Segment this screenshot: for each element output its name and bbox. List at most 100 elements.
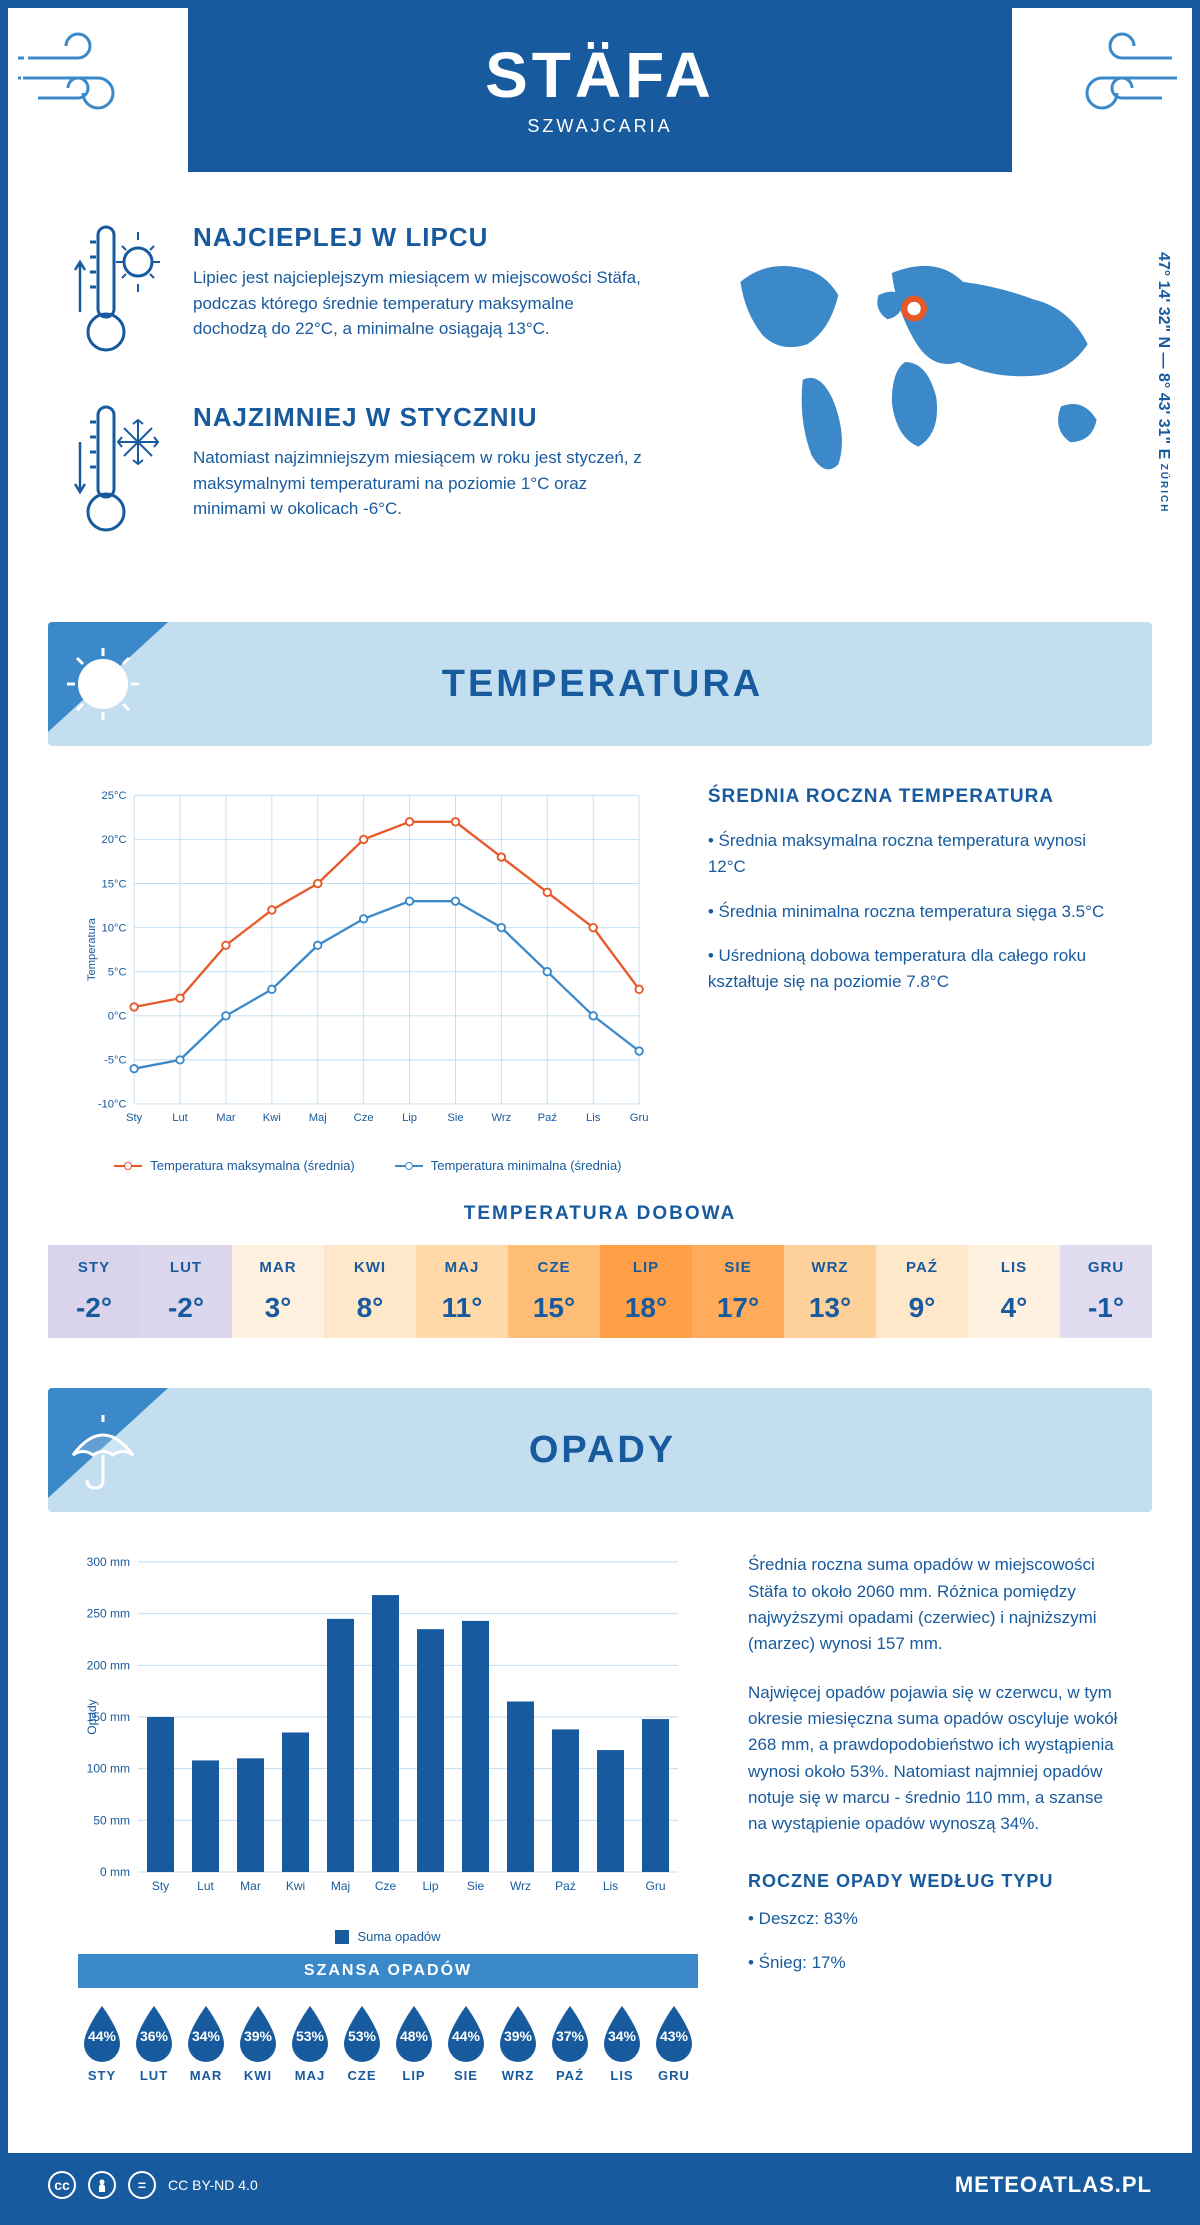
precip-para-1: Średnia roczna suma opadów w miejscowośc… bbox=[748, 1552, 1122, 1657]
chance-month: LIS bbox=[598, 2068, 646, 2083]
chance-item: 39%WRZ bbox=[494, 2004, 542, 2083]
chance-value: 39% bbox=[244, 2028, 272, 2044]
chance-value: 43% bbox=[660, 2028, 688, 2044]
daily-cell: LIP18° bbox=[600, 1245, 692, 1338]
precip-section-header: OPADY bbox=[48, 1388, 1152, 1512]
chance-value: 34% bbox=[608, 2028, 636, 2044]
daily-value: 13° bbox=[784, 1292, 876, 1324]
drop-icon: 53% bbox=[286, 2004, 334, 2062]
chance-value: 53% bbox=[348, 2028, 376, 2044]
daily-month: CZE bbox=[508, 1259, 600, 1276]
drop-icon: 43% bbox=[650, 2004, 698, 2062]
chance-month: LIP bbox=[390, 2068, 438, 2083]
drop-icon: 39% bbox=[234, 2004, 282, 2062]
chance-item: 37% PAŹ bbox=[546, 2004, 594, 2083]
chance-month: SIE bbox=[442, 2068, 490, 2083]
svg-text:Sie: Sie bbox=[467, 1879, 485, 1893]
daily-month: KWI bbox=[324, 1259, 416, 1276]
fact-hot-title: NAJCIEPLEJ W LIPCU bbox=[193, 222, 647, 253]
chance-value: 53% bbox=[296, 2028, 324, 2044]
daily-value: -2° bbox=[140, 1292, 232, 1324]
nd-icon: = bbox=[128, 2171, 156, 2199]
fact-cold: NAJZIMNIEJ W STYCZNIU Natomiast najzimni… bbox=[68, 402, 647, 547]
svg-text:10°C: 10°C bbox=[102, 922, 127, 934]
chance-item: 44% STY bbox=[78, 2004, 126, 2083]
svg-text:-5°C: -5°C bbox=[104, 1055, 127, 1067]
drop-icon: 53% bbox=[338, 2004, 386, 2062]
temp-bullets: • Średnia maksymalna roczna temperatura … bbox=[708, 828, 1122, 996]
svg-text:Temperatura: Temperatura bbox=[86, 917, 98, 981]
precip-chart-container: 0 mm50 mm100 mm150 mm200 mm250 mm300 mmS… bbox=[78, 1552, 698, 2103]
chance-item: 36%LUT bbox=[130, 2004, 178, 2083]
sun-icon bbox=[63, 644, 143, 724]
cc-icon: cc bbox=[48, 2171, 76, 2199]
daily-month: SIE bbox=[692, 1259, 784, 1276]
chance-month: MAJ bbox=[286, 2068, 334, 2083]
svg-text:250 mm: 250 mm bbox=[87, 1607, 130, 1621]
svg-text:0°C: 0°C bbox=[108, 1011, 127, 1023]
daily-month: STY bbox=[48, 1259, 140, 1276]
svg-text:Paź: Paź bbox=[555, 1879, 576, 1893]
chance-month: LUT bbox=[130, 2068, 178, 2083]
temp-legend-min: Temperatura minimalna (średnia) bbox=[431, 1158, 622, 1173]
chance-row: 44%STY36%LUT34%MAR39%KWI53%MAJ53%CZE48%L… bbox=[78, 2004, 698, 2083]
svg-text:Sty: Sty bbox=[152, 1879, 169, 1893]
temp-bullet: • Średnia minimalna roczna temperatura s… bbox=[708, 899, 1122, 925]
daily-month: GRU bbox=[1060, 1259, 1152, 1276]
svg-text:Mar: Mar bbox=[216, 1112, 236, 1124]
daily-month: LIS bbox=[968, 1259, 1060, 1276]
svg-text:15°C: 15°C bbox=[102, 878, 127, 890]
license-text: CC BY-ND 4.0 bbox=[168, 2177, 258, 2193]
daily-month: LIP bbox=[600, 1259, 692, 1276]
by-icon bbox=[88, 2171, 116, 2199]
svg-text:Sty: Sty bbox=[126, 1112, 143, 1124]
umbrella-icon bbox=[63, 1410, 143, 1490]
svg-text:100 mm: 100 mm bbox=[87, 1762, 130, 1776]
daily-value: -2° bbox=[48, 1292, 140, 1324]
svg-text:Cze: Cze bbox=[375, 1879, 397, 1893]
daily-cell: WRZ13° bbox=[784, 1245, 876, 1338]
chance-month: MAR bbox=[182, 2068, 230, 2083]
svg-text:-10°C: -10°C bbox=[98, 1099, 127, 1111]
daily-temp-title: TEMPERATURA DOBOWA bbox=[8, 1203, 1192, 1225]
svg-text:Lip: Lip bbox=[422, 1879, 438, 1893]
daily-value: 17° bbox=[692, 1292, 784, 1324]
chance-month: WRZ bbox=[494, 2068, 542, 2083]
svg-text:50 mm: 50 mm bbox=[93, 1814, 130, 1828]
ytype-item: • Deszcz: 83% bbox=[748, 1906, 1122, 1932]
svg-text:Lis: Lis bbox=[603, 1879, 618, 1893]
fact-cold-text: Natomiast najzimniejszym miesiącem w rok… bbox=[193, 445, 647, 522]
drop-icon: 34% bbox=[182, 2004, 230, 2062]
yearly-type-title: ROCZNE OPADY WEDŁUG TYPU bbox=[748, 1868, 1122, 1896]
svg-text:Gru: Gru bbox=[645, 1879, 665, 1893]
daily-cell: LUT-2° bbox=[140, 1245, 232, 1338]
svg-text:Gru: Gru bbox=[630, 1112, 649, 1124]
svg-text:Cze: Cze bbox=[354, 1112, 374, 1124]
chance-month: GRU bbox=[650, 2068, 698, 2083]
temp-bullet: • Średnia maksymalna roczna temperatura … bbox=[708, 828, 1122, 881]
intro-section: NAJCIEPLEJ W LIPCU Lipiec jest najcieple… bbox=[8, 202, 1192, 622]
precip-section-title: OPADY bbox=[173, 1429, 1032, 1472]
svg-text:Lis: Lis bbox=[586, 1112, 601, 1124]
chance-month: KWI bbox=[234, 2068, 282, 2083]
chance-item: 44%SIE bbox=[442, 2004, 490, 2083]
brand: METEOATLAS.PL bbox=[955, 2172, 1152, 2198]
thermometer-hot-icon bbox=[68, 222, 168, 367]
svg-text:Wrz: Wrz bbox=[492, 1112, 512, 1124]
chance-value: 37% bbox=[556, 2028, 584, 2044]
city-title: STÄFA bbox=[208, 38, 992, 112]
precip-para-2: Najwięcej opadów pojawia się w czerwcu, … bbox=[748, 1680, 1122, 1838]
wind-deco-right bbox=[1052, 28, 1182, 128]
svg-text:Lip: Lip bbox=[402, 1112, 417, 1124]
chance-month: PAŹ bbox=[546, 2068, 594, 2083]
svg-text:20°C: 20°C bbox=[102, 834, 127, 846]
chance-month: STY bbox=[78, 2068, 126, 2083]
daily-cell: GRU-1° bbox=[1060, 1245, 1152, 1338]
chance-title: SZANSA OPADÓW bbox=[78, 1954, 698, 1988]
daily-value: 3° bbox=[232, 1292, 324, 1324]
drop-icon: 44% bbox=[78, 2004, 126, 2062]
chance-value: 48% bbox=[400, 2028, 428, 2044]
chance-item: 39% KWI bbox=[234, 2004, 282, 2083]
wind-deco-left bbox=[18, 28, 148, 128]
temp-legend-max: Temperatura maksymalna (średnia) bbox=[150, 1158, 354, 1173]
